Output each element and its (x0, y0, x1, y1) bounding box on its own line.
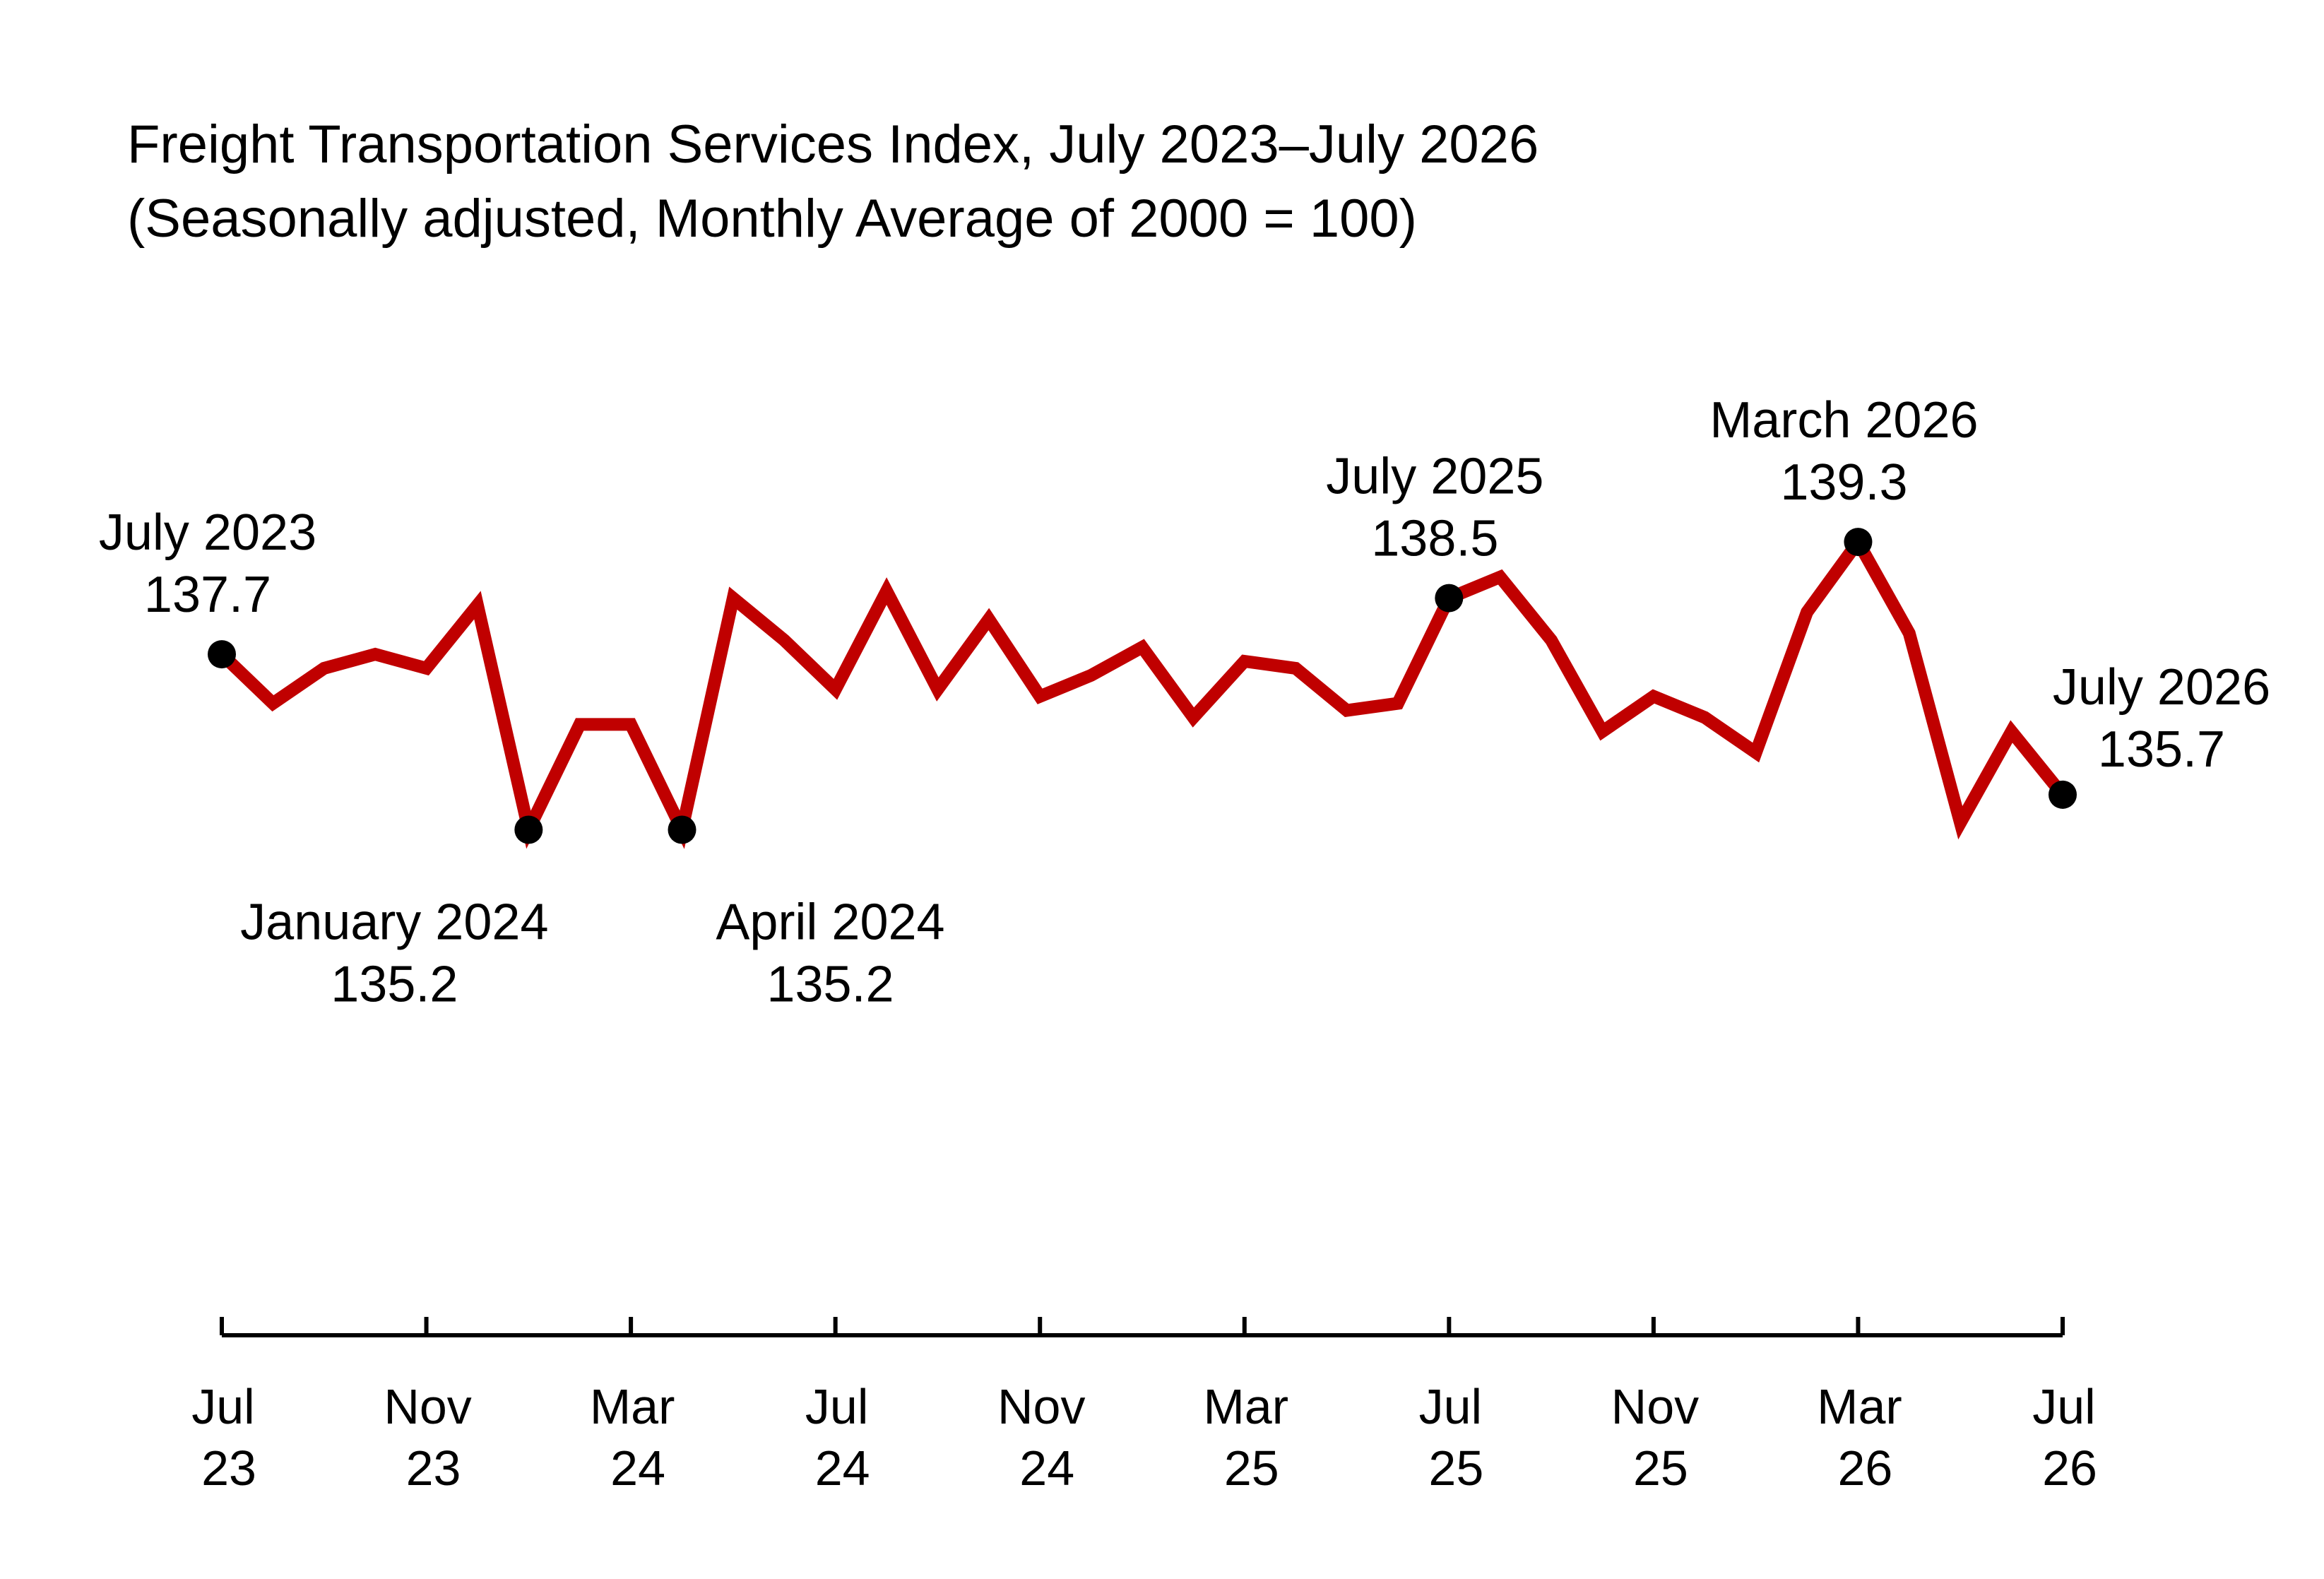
annotation-value: 135.2 (331, 957, 458, 1013)
annotation-label: April 2024 (716, 894, 944, 951)
annotation-group: July 2023 137.7 January 2024 135.2 April 202… (99, 392, 2270, 1012)
x-tick-label-month: Nov (384, 1379, 471, 1434)
chart-title: Freight Transportation Services Index, J… (127, 114, 1539, 175)
annotation-value: 137.7 (144, 567, 271, 623)
data-point-marker (1844, 528, 1873, 557)
data-point-marker (208, 640, 236, 669)
annotation-label: July 2025 (1326, 449, 1543, 505)
data-point-marker (668, 815, 696, 844)
x-tick-label-month: Jul (805, 1379, 868, 1434)
annotation-label: July 2023 (99, 504, 316, 561)
annotation-value: 135.2 (766, 957, 894, 1013)
x-tick-label-month: Jul (2032, 1379, 2095, 1434)
x-tick-label-year: 24 (1019, 1441, 1074, 1496)
x-tick-label-year: 26 (1838, 1441, 1893, 1496)
data-point-marker (2049, 780, 2077, 809)
x-tick-label-year: 25 (1428, 1441, 1483, 1496)
x-tick-label-year: 26 (2042, 1441, 2097, 1496)
annotation-label: January 2024 (240, 894, 548, 951)
x-tick-label-month: Nov (997, 1379, 1085, 1434)
marker-group (208, 528, 2077, 844)
x-tick-label-year: 25 (1224, 1441, 1279, 1496)
annotation-value: 139.3 (1780, 454, 1907, 511)
series-line-group (217, 530, 2068, 849)
x-tick-label-month: Jul (191, 1379, 254, 1434)
annotation-value: 138.5 (1371, 511, 1498, 567)
chart-subtitle: (Seasonally adjusted, Monthly Average of… (127, 189, 1417, 249)
x-tick-label-year: 23 (406, 1441, 461, 1496)
annotation-label: March 2026 (1709, 392, 1978, 449)
x-axis: Jul 23 Nov 23 Mar 24 Jul 24 Nov 24 Mar 25 Jul 25 Nov 25… (191, 1317, 2097, 1496)
x-tick-label-month: Nov (1611, 1379, 1699, 1434)
data-point-marker (1435, 584, 1464, 613)
x-tick-label-year: 24 (815, 1441, 870, 1496)
x-tick-label-month: Mar (1203, 1379, 1288, 1434)
x-tick-label-month: Mar (590, 1379, 675, 1434)
x-tick-label-year: 23 (201, 1441, 256, 1496)
annotation-value: 135.7 (2098, 721, 2225, 778)
series-line (217, 530, 2068, 849)
x-tick-label-year: 25 (1633, 1441, 1688, 1496)
x-tick-label-year: 24 (610, 1441, 665, 1496)
x-tick-label-month: Mar (1817, 1379, 1902, 1434)
data-point-marker (514, 815, 543, 844)
annotation-label: July 2026 (2053, 659, 2270, 716)
x-tick-label-month: Jul (1419, 1379, 1482, 1434)
